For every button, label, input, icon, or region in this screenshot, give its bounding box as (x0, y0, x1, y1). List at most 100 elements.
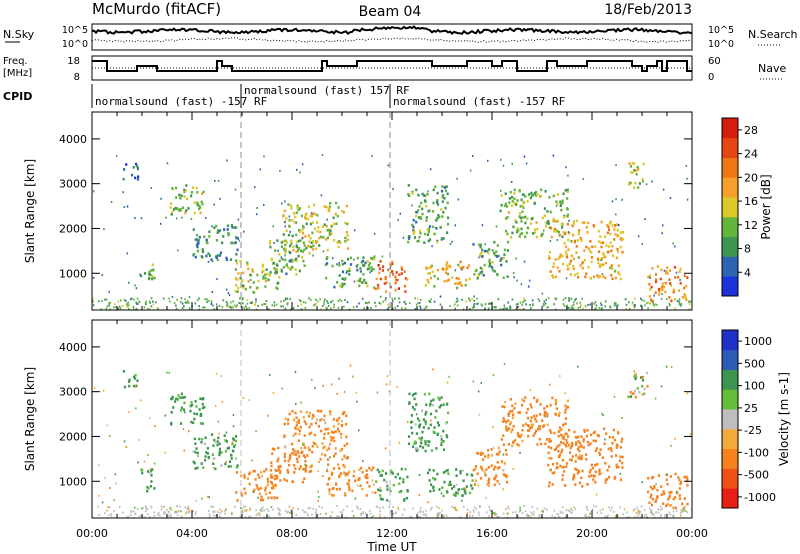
scatter-cell (648, 282, 651, 286)
ground-scatter-cell (576, 302, 578, 305)
scatter-cell (677, 276, 680, 279)
scatter-cell (403, 284, 406, 288)
ground-scatter-cell (562, 303, 565, 305)
scatter-cell (454, 494, 457, 497)
scatter-cell (606, 468, 609, 472)
scatter-cell (345, 414, 348, 418)
scatter-cell (284, 247, 287, 251)
scatter-cell (594, 449, 597, 453)
scatter-cell (147, 470, 150, 473)
scatter-cell (526, 423, 529, 427)
scatter-cell (617, 271, 620, 274)
ground-scatter-cell (420, 298, 422, 301)
scatter-cell (179, 396, 182, 399)
ground-scatter-cell (97, 300, 100, 303)
ground-scatter-cell (526, 514, 528, 517)
scatter-cell (190, 401, 193, 404)
noise-cell (387, 499, 390, 502)
scatter-cell (304, 213, 307, 217)
scatter-cell (602, 275, 605, 278)
scatter-cell (287, 471, 290, 474)
scatter-cell (641, 177, 644, 181)
scatter-cell (512, 225, 515, 229)
ground-scatter-cell (135, 308, 138, 311)
scatter-cell (594, 480, 597, 484)
scatter-cell (621, 437, 624, 441)
ground-scatter-cell (286, 511, 288, 514)
ground-scatter-cell (145, 507, 147, 510)
scatter-cell (588, 471, 591, 474)
ground-scatter-cell (425, 305, 428, 308)
ground-scatter-cell (204, 298, 206, 301)
ground-scatter-cell (176, 514, 179, 517)
time-tick-label: 12:00 (376, 527, 408, 540)
scatter-cell (546, 210, 549, 213)
scatter-cell (515, 221, 518, 224)
ground-scatter-cell (610, 509, 612, 512)
ground-scatter-cell (586, 509, 589, 512)
scatter-cell (459, 283, 462, 286)
scatter-cell (559, 204, 562, 207)
scatter-cell (346, 247, 349, 250)
noise-cell (579, 454, 581, 457)
scatter-cell (428, 479, 431, 482)
scatter-cell (638, 182, 641, 185)
ground-scatter-cell (514, 511, 517, 513)
scatter-cell (279, 471, 282, 475)
scatter-cell (613, 438, 617, 442)
ground-scatter-cell (439, 303, 442, 306)
scatter-cell (598, 250, 601, 253)
ground-scatter-cell (118, 505, 121, 508)
scatter-cell (582, 439, 585, 443)
ground-scatter-cell (312, 507, 314, 510)
scatter-cell (434, 185, 437, 189)
noise-cell (651, 180, 653, 183)
ground-scatter-cell (135, 301, 137, 304)
scatter-cell (342, 411, 345, 415)
scatter-cell (215, 256, 218, 259)
scatter-cell (323, 436, 326, 440)
scatter-cell (440, 189, 444, 193)
ground-scatter-cell (613, 510, 615, 513)
scatter-cell (419, 217, 423, 220)
ground-scatter-cell (315, 511, 317, 514)
scatter-cell (578, 441, 581, 445)
scatter-cell (218, 450, 221, 454)
scatter-cell (373, 286, 376, 290)
ground-scatter-cell (242, 505, 245, 508)
scatter-cell (395, 278, 398, 282)
cpid-label: CPID (3, 90, 32, 103)
noise-cell (564, 392, 566, 395)
scatter-cell (357, 478, 360, 481)
scatter-cell (455, 468, 458, 471)
scatter-cell (410, 414, 413, 417)
scatter-cell (446, 192, 449, 196)
ground-scatter-cell (532, 513, 535, 516)
scatter-cell (150, 474, 153, 477)
scatter-cell (678, 289, 681, 292)
nave-label: Nave (758, 62, 786, 75)
scatter-cell (285, 217, 288, 220)
ground-scatter-cell (145, 300, 148, 303)
scatter-cell (615, 256, 618, 260)
ground-scatter-cell (659, 508, 662, 511)
noise-cell (301, 237, 304, 240)
scatter-cell (581, 485, 584, 488)
scatter-cell (205, 238, 208, 242)
scatter-cell (483, 263, 486, 267)
noise-cell (418, 474, 421, 476)
scatter-cell (134, 176, 137, 180)
scatter-cell (407, 193, 410, 196)
ground-scatter-cell (283, 299, 285, 302)
scatter-cell (561, 254, 564, 258)
scatter-cell (446, 468, 449, 472)
scatter-cell (487, 481, 490, 485)
scatter-cell (230, 224, 233, 227)
scatter-cell (233, 241, 236, 245)
scatter-cell (281, 258, 284, 261)
ground-scatter-cell (454, 307, 456, 310)
ground-scatter-cell (184, 298, 186, 301)
scatter-cell (273, 477, 277, 481)
noise-cell (448, 375, 450, 378)
scatter-cell (522, 399, 526, 403)
